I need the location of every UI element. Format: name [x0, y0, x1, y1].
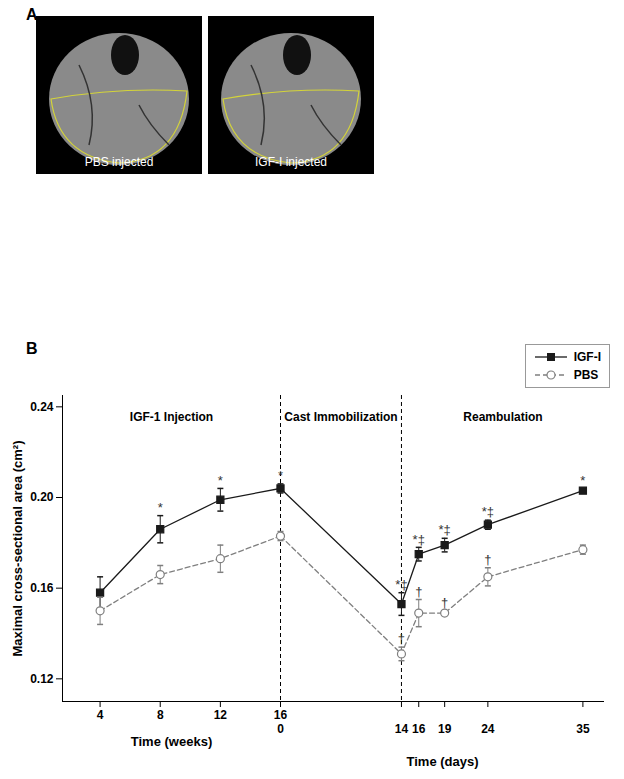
svg-text:24: 24: [481, 722, 495, 736]
svg-text:12: 12: [214, 708, 228, 722]
svg-text:Cast Immobilization: Cast Immobilization: [284, 410, 397, 424]
svg-text:*: *: [580, 473, 585, 488]
svg-text:16: 16: [274, 708, 288, 722]
svg-text:Reambulation: Reambulation: [463, 410, 542, 424]
html-text:PBS: PBS: [573, 368, 599, 382]
svg-text:IGF-I injected: IGF-I injected: [255, 155, 327, 169]
html-text:IGF-I: IGF-I: [573, 350, 601, 364]
svg-text:†: †: [415, 584, 422, 599]
svg-text:0: 0: [277, 722, 284, 736]
svg-text:4: 4: [97, 708, 104, 722]
svg-text:Time (weeks): Time (weeks): [131, 734, 212, 749]
svg-text:PBS injected: PBS injected: [85, 155, 154, 169]
svg-text:Maximal cross-sectional area (: Maximal cross-sectional area (cm²): [10, 440, 25, 656]
svg-text:35: 35: [576, 722, 590, 736]
svg-text:*‡: *‡: [395, 577, 407, 592]
svg-text:*: *: [218, 473, 223, 488]
svg-text:*‡: *‡: [439, 522, 451, 537]
svg-text:Time (days): Time (days): [406, 754, 478, 769]
html-text:B: B: [26, 340, 38, 357]
svg-text:*: *: [278, 468, 283, 483]
svg-text:0.12: 0.12: [30, 672, 54, 686]
svg-text:*‡: *‡: [413, 532, 425, 547]
svg-text:0.24: 0.24: [30, 400, 54, 414]
svg-text:†: †: [398, 631, 405, 646]
svg-text:14: 14: [395, 722, 409, 736]
svg-text:*‡: *‡: [482, 504, 494, 519]
svg-text:A: A: [26, 6, 38, 23]
svg-text:†: †: [484, 552, 491, 567]
svg-text:8: 8: [157, 708, 164, 722]
svg-text:0.20: 0.20: [30, 490, 54, 504]
svg-text:19: 19: [438, 722, 452, 736]
svg-text:*: *: [158, 500, 163, 515]
svg-text:0.16: 0.16: [30, 581, 54, 595]
svg-text:IGF-1 Injection: IGF-1 Injection: [130, 410, 213, 424]
svg-text:†: †: [441, 595, 448, 610]
svg-text:16: 16: [412, 722, 426, 736]
